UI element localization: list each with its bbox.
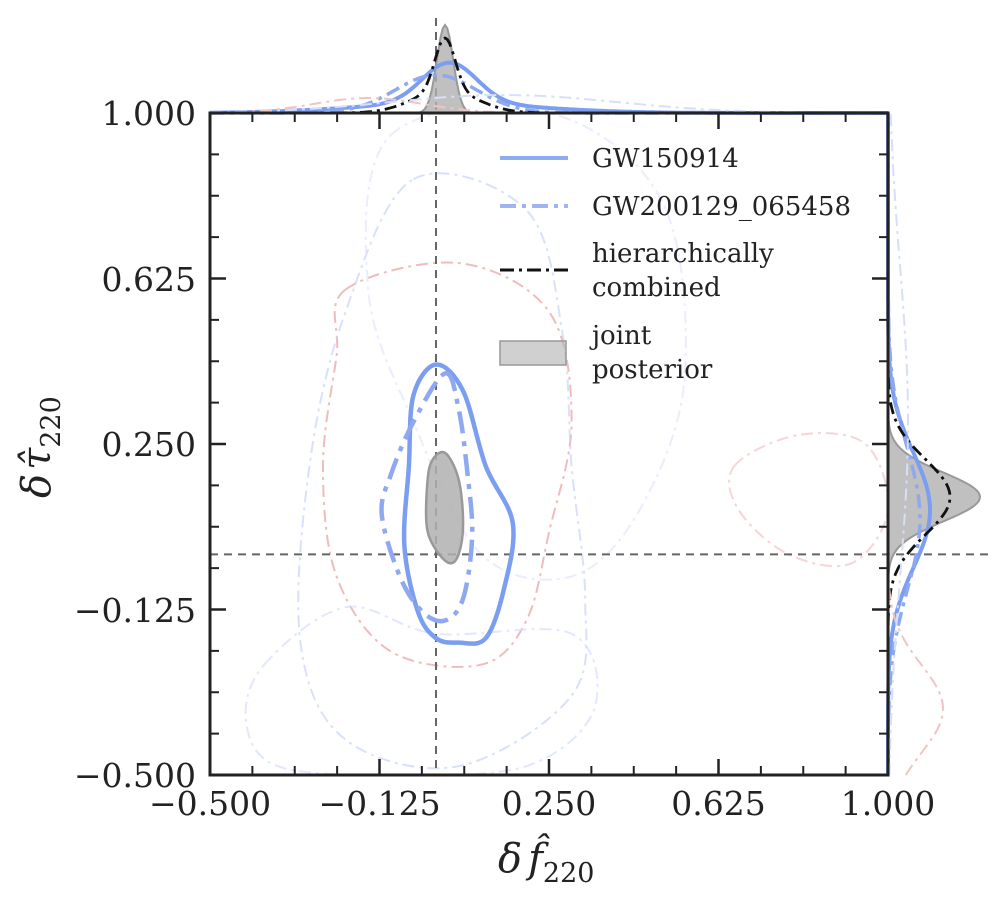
axis-ticks <box>208 111 890 777</box>
faint-event-contour <box>321 261 573 668</box>
gr-reference-lines <box>210 18 988 775</box>
x-tick-label: 0.250 <box>502 784 596 823</box>
y-tick-label: 1.000 <box>102 94 196 133</box>
legend-swatch-joint <box>499 340 567 366</box>
y-tick-label: 0.250 <box>102 425 196 464</box>
top-joint-density <box>210 23 888 114</box>
right-faint-density <box>888 112 909 775</box>
faint-event-contour <box>244 605 599 775</box>
x-tick-label: 1.000 <box>841 784 935 823</box>
top-marginal <box>210 23 888 115</box>
faint-event-contours <box>244 113 888 775</box>
faint-event-contour <box>297 172 588 770</box>
legend-label-combined-line1: hierarchically <box>592 239 774 269</box>
y-tick-label: 0.625 <box>102 260 196 299</box>
faint-event-contour <box>728 432 888 568</box>
y-tick-labels: −0.500 −0.125 0.250 0.625 1.000 <box>74 94 196 795</box>
right-joint-density <box>887 113 982 775</box>
legend-label-combined-line2: combined <box>592 273 721 303</box>
legend: GW150914 GW200129_065458 hierarchically … <box>499 144 851 385</box>
legend-label-gw200129: GW200129_065458 <box>592 192 851 222</box>
x-tick-labels: −0.500 −0.125 0.250 0.625 1.000 <box>149 784 935 823</box>
right-gw200129-density <box>886 113 922 776</box>
gw200129-contour <box>379 371 475 624</box>
legend-label-joint-line2: posterior <box>592 355 713 385</box>
x-tick-label: −0.500 <box>149 784 271 823</box>
x-axis-label: δ f̂220 <box>498 834 594 889</box>
y-axis-label: δτ̂220 <box>14 396 67 498</box>
gw150914-contour <box>401 362 516 646</box>
faint-event-contour <box>364 113 687 581</box>
right-marginal <box>886 112 982 776</box>
top-gw150914-density <box>210 60 888 115</box>
top-combined-density <box>210 36 888 115</box>
joint-posterior-contour <box>424 450 465 565</box>
y-tick-label: −0.500 <box>74 756 196 795</box>
y-tick-label: −0.125 <box>74 591 196 630</box>
legend-label-gw150914: GW150914 <box>592 144 739 174</box>
x-tick-label: −0.125 <box>318 784 440 823</box>
legend-label-joint-line1: joint <box>589 321 652 351</box>
x-tick-label: 0.625 <box>671 784 765 823</box>
main-contours <box>379 362 516 646</box>
